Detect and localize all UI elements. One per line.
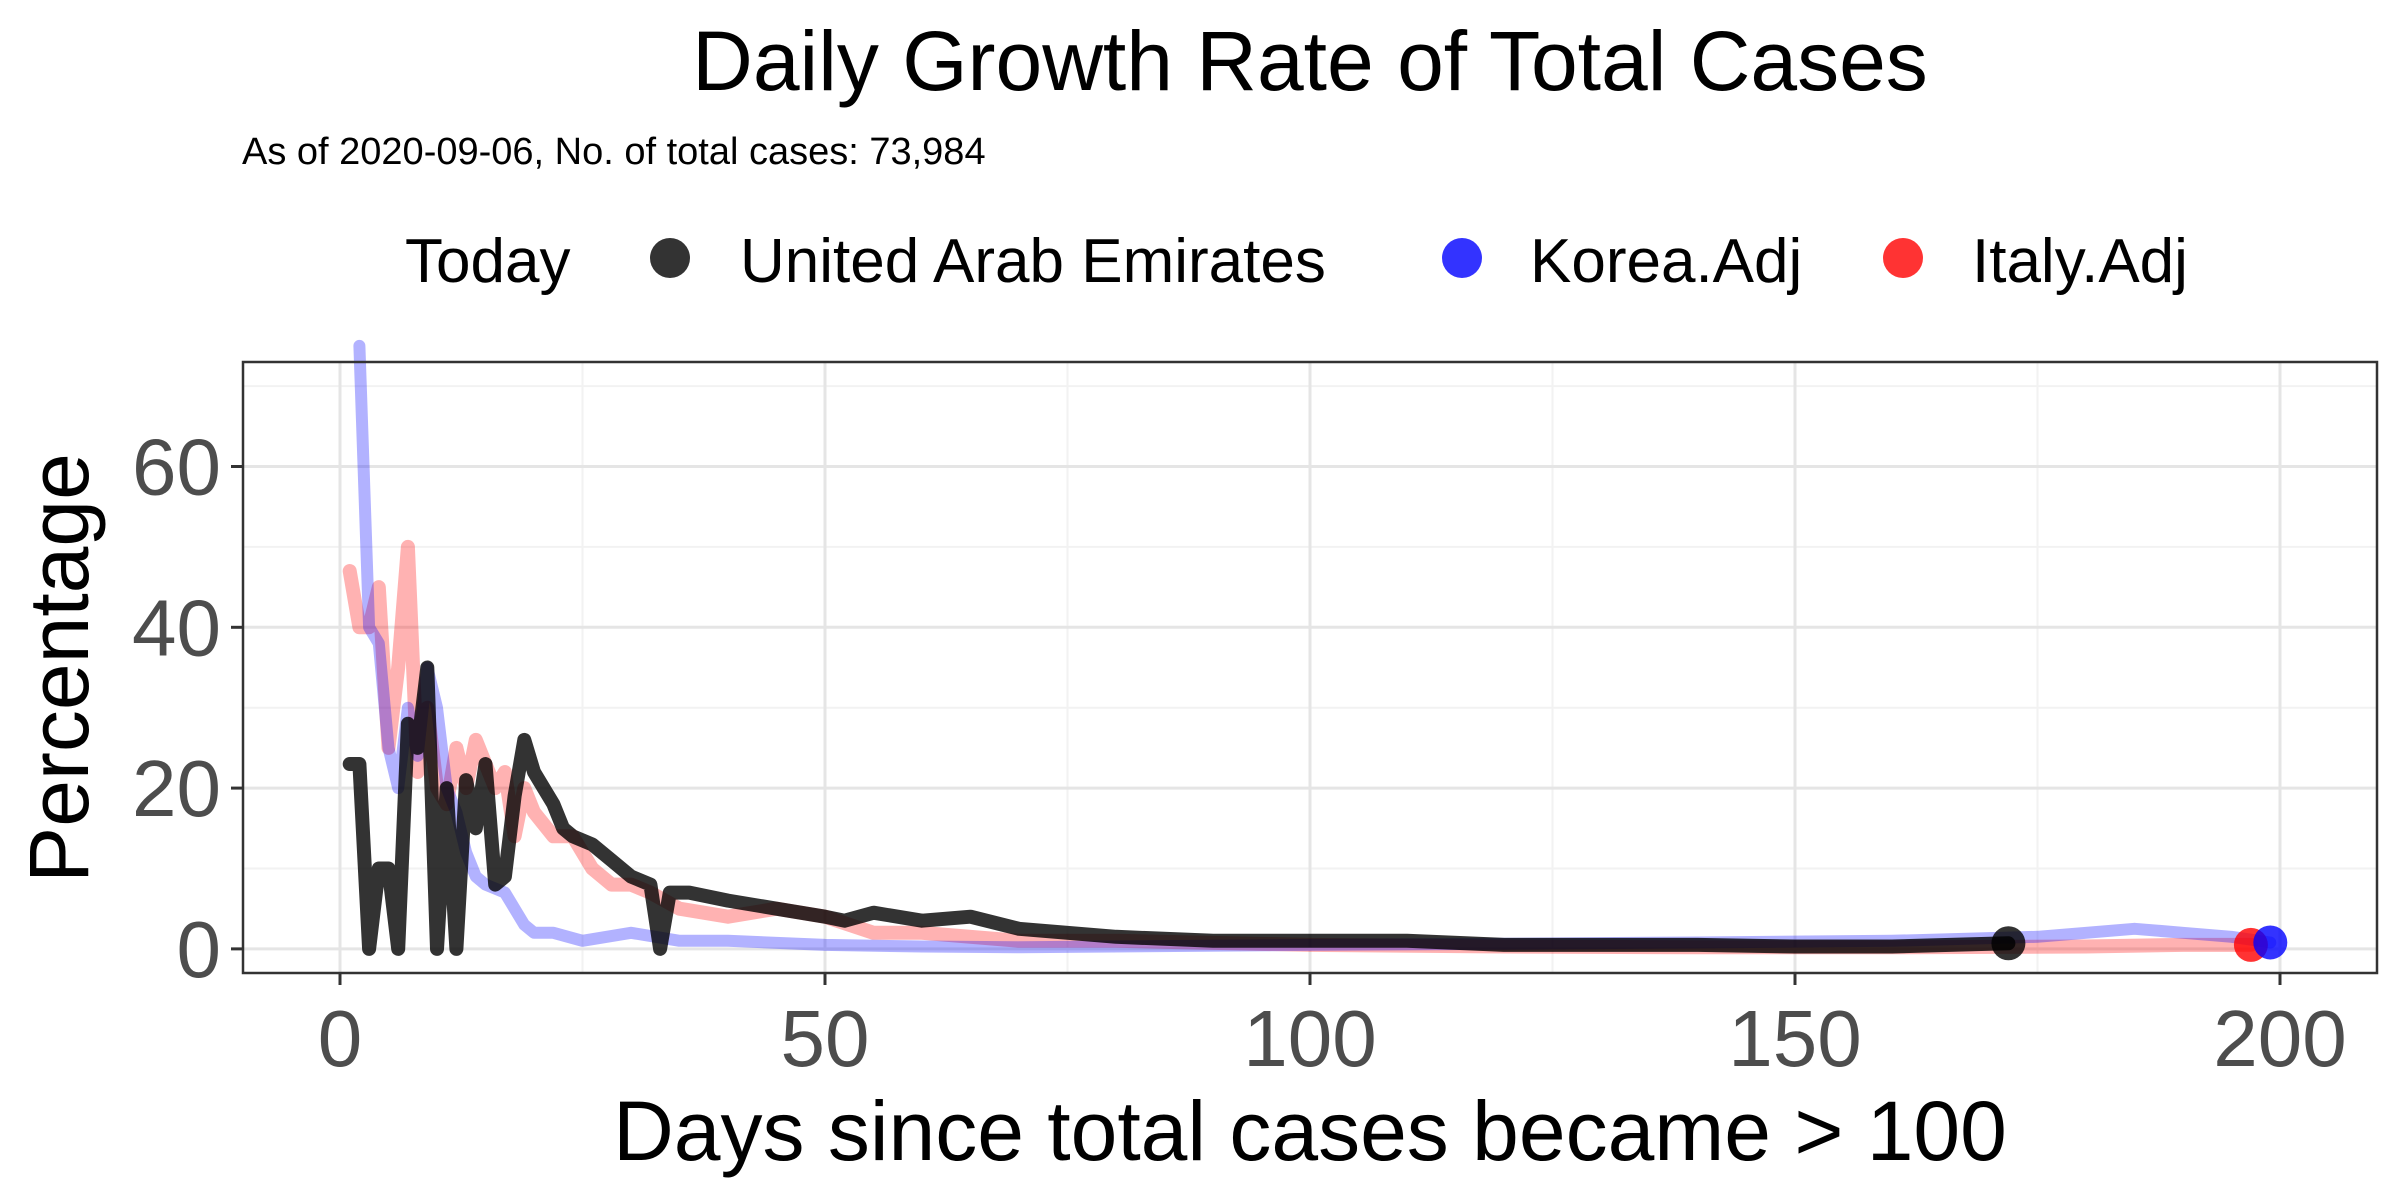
x-tick-label: 50: [781, 994, 870, 1083]
y-tick-label: 0: [177, 905, 222, 994]
legend-label-uae: United Arab Emirates: [740, 227, 1326, 296]
legend-key-korea: [1442, 238, 1482, 278]
legend-key-uae: [650, 238, 690, 278]
today-point-korea-adj: [2253, 925, 2288, 960]
x-tick-label: 100: [1243, 994, 1376, 1083]
series-line-korea-adj: [353, 339, 2277, 954]
x-tick-label: 150: [1728, 994, 1861, 1083]
legend-label-italy: Italy.Adj: [1972, 227, 2188, 296]
y-tick-label: 60: [132, 423, 221, 512]
today-point-united-arab-emirates: [1991, 926, 2026, 961]
today-points: [1991, 925, 2288, 962]
x-tick-label: 200: [2213, 994, 2346, 1083]
series-lines: [342, 339, 2277, 956]
series-line-united-arab-emirates: [342, 660, 2016, 956]
chart-title: Daily Growth Rate of Total Cases: [692, 14, 1928, 108]
x-axis: 0 50 100 150 200: [318, 973, 2347, 1083]
legend-label-korea: Korea.Adj: [1530, 227, 1802, 296]
chart-subtitle: As of 2020-09-06, No. of total cases: 73…: [242, 131, 986, 173]
legend-title: Today: [405, 227, 570, 296]
y-tick-label: 20: [132, 744, 221, 833]
grid-major: [243, 362, 2377, 973]
y-tick-label: 40: [132, 583, 221, 672]
legend-key-italy: [1883, 238, 1923, 278]
x-tick-label: 0: [318, 994, 363, 1083]
legend: Today United Arab Emirates Korea.Adj Ita…: [405, 227, 2188, 296]
y-axis-title: Percentage: [12, 453, 106, 883]
y-axis: 0 20 40 60: [132, 423, 243, 994]
x-axis-title: Days since total cases became > 100: [613, 1084, 2007, 1178]
series-line-italy-adj: [342, 539, 2258, 955]
